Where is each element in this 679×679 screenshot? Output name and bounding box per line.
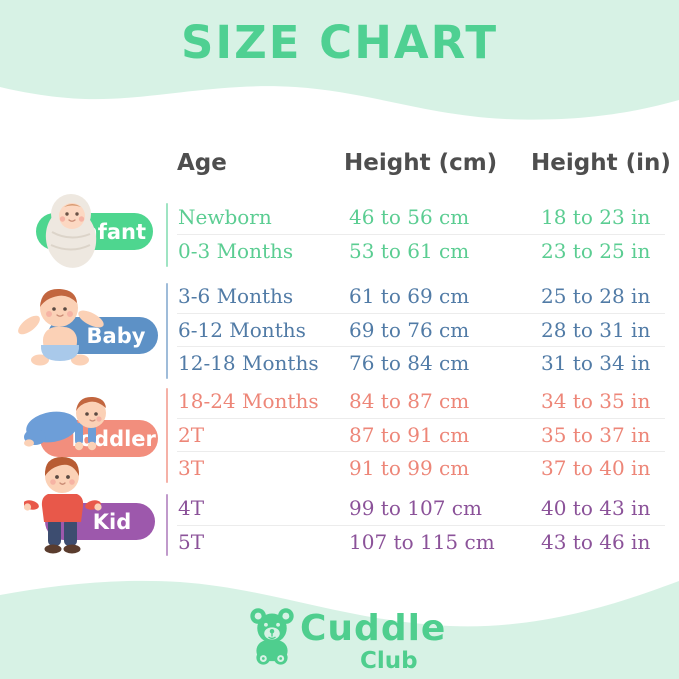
age-value: 0-3 Months [178, 239, 294, 263]
baby-badge-label: Baby [86, 323, 146, 348]
age-value: 5T [178, 530, 205, 554]
height-cm-value: 99 to 107 cm [349, 496, 482, 520]
age-value: 3-6 Months [178, 284, 294, 308]
height-cm-value: 91 to 99 cm [349, 456, 470, 480]
row-divider [177, 234, 665, 235]
height-in-value: 28 to 31 in [541, 318, 651, 342]
row-divider [177, 525, 665, 526]
baby-badge: Baby [48, 317, 158, 354]
table-row: 12-18 Months 76 to 84 cm 31 to 34 in [0, 347, 679, 380]
age-value: 3T [178, 456, 205, 480]
height-in-value: 35 to 37 in [541, 423, 651, 447]
table-row: 18-24 Months 84 to 87 cm 34 to 35 in [0, 385, 679, 418]
page-title: SIZE CHART [180, 16, 499, 69]
toddler-badge: Toddler [40, 420, 158, 457]
table-row: 0-3 Months 53 to 61 cm 23 to 25 in [0, 235, 679, 268]
height-cm-value: 69 to 76 cm [349, 318, 470, 342]
height-cm-value: 61 to 69 cm [349, 284, 470, 308]
age-value: 18-24 Months [178, 389, 319, 413]
toddler-group-bar [166, 388, 168, 483]
table-row: 4T 99 to 107 cm 40 to 43 in [0, 492, 679, 525]
age-value: 6-12 Months [178, 318, 306, 342]
height-cm-value: 84 to 87 cm [349, 389, 470, 413]
row-divider [177, 451, 665, 452]
infant-group-bar [166, 203, 168, 267]
row-divider [177, 313, 665, 314]
age-value: Newborn [178, 205, 272, 229]
baby-group-bar [166, 283, 168, 379]
table-row: Newborn 46 to 56 cm 18 to 23 in [0, 201, 679, 234]
age-value: 12-18 Months [178, 351, 319, 375]
table-row: 6-12 Months 69 to 76 cm 28 to 31 in [0, 314, 679, 347]
height-in-value: 31 to 34 in [541, 351, 651, 375]
height-in-value: 23 to 25 in [541, 239, 651, 263]
kid-badge: Kid [45, 503, 155, 540]
table-row: 5T 107 to 115 cm 43 to 46 in [0, 526, 679, 559]
age-value: 4T [178, 496, 205, 520]
brand-name: Cuddle [300, 608, 447, 649]
height-in-value: 40 to 43 in [541, 496, 651, 520]
height-in-value: 43 to 46 in [541, 530, 651, 554]
infant-badge: Infant [36, 213, 153, 250]
column-header-height-in: Height (in) [531, 150, 671, 176]
age-value: 2T [178, 423, 205, 447]
table-row: 2T 87 to 91 cm 35 to 37 in [0, 419, 679, 452]
row-divider [177, 418, 665, 419]
height-in-value: 18 to 23 in [541, 205, 651, 229]
column-header-age: Age [177, 150, 227, 176]
column-header-height-cm: Height (cm) [344, 150, 498, 176]
height-cm-value: 107 to 115 cm [349, 530, 495, 554]
teddy-bear-logo-icon [250, 608, 294, 665]
table-row: 3T 91 to 99 cm 37 to 40 in [0, 452, 679, 485]
kid-group-bar [166, 494, 168, 556]
height-cm-value: 53 to 61 cm [349, 239, 470, 263]
height-in-value: 37 to 40 in [541, 456, 651, 480]
height-in-value: 25 to 28 in [541, 284, 651, 308]
toddler-badge-label: Toddler [68, 426, 156, 451]
brand-subname: Club [360, 648, 418, 674]
infant-badge-label: Infant [74, 219, 147, 244]
table-row: 3-6 Months 61 to 69 cm 25 to 28 in [0, 280, 679, 313]
kid-badge-label: Kid [92, 509, 132, 534]
height-cm-value: 46 to 56 cm [349, 205, 470, 229]
row-divider [177, 346, 665, 347]
height-cm-value: 87 to 91 cm [349, 423, 470, 447]
height-in-value: 34 to 35 in [541, 389, 651, 413]
height-cm-value: 76 to 84 cm [349, 351, 470, 375]
